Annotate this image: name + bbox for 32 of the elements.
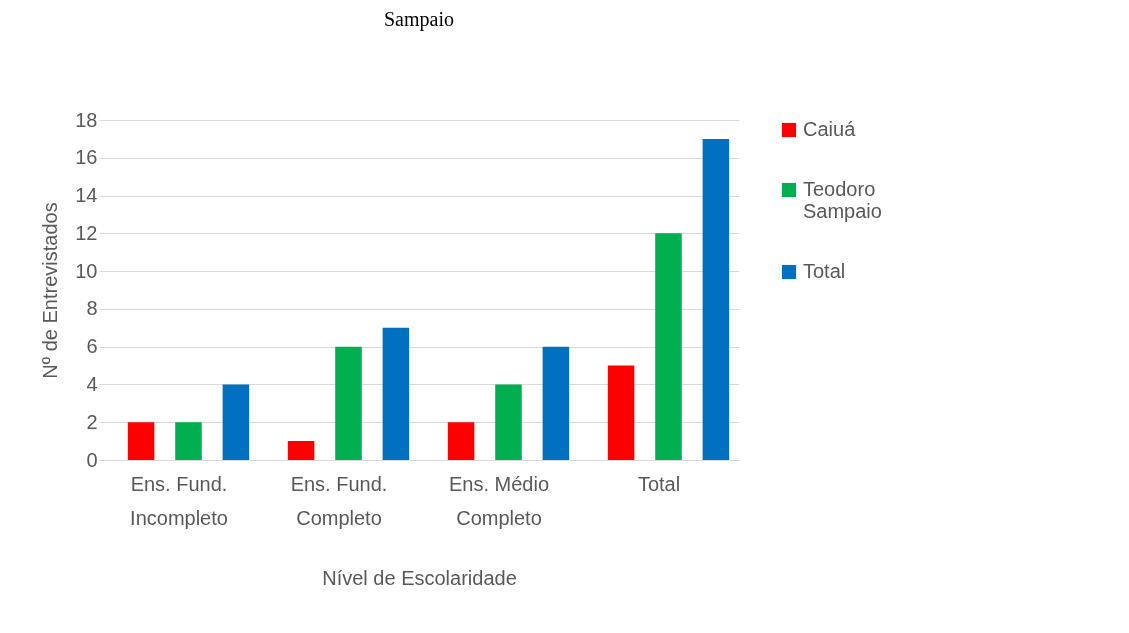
- bar: [447, 422, 475, 460]
- y-tick-label: 16: [75, 146, 98, 169]
- y-tick-label: 6: [86, 335, 98, 358]
- chart-title: Sampaio: [384, 8, 454, 31]
- y-tick-label: 10: [75, 259, 98, 282]
- x-tick-label: Ens. Médio Completo: [448, 472, 550, 529]
- bar: [607, 365, 635, 460]
- bar: [127, 422, 155, 460]
- bar: [175, 422, 202, 460]
- y-axis-title: Nº de Entrevistados: [39, 202, 62, 379]
- bar: [655, 233, 682, 460]
- y-tick-label: 0: [86, 448, 98, 471]
- bar: [222, 384, 250, 460]
- y-tick-label: 4: [86, 372, 98, 395]
- y-tick-label: 14: [75, 184, 98, 207]
- bar: [335, 346, 362, 460]
- legend-label: Total: [803, 260, 846, 282]
- bar: [287, 441, 315, 460]
- y-tick-label: 8: [86, 297, 98, 320]
- bar: [542, 346, 570, 460]
- y-tick-label: 18: [75, 108, 98, 131]
- bar: [702, 138, 730, 460]
- bar: [382, 327, 410, 460]
- x-tick-label: Ens. Fund. Incompleto: [130, 472, 228, 529]
- y-tick-label: 2: [86, 410, 98, 433]
- x-axis-title: Nível de Escolaridade: [322, 566, 517, 589]
- x-tick-label: Ens. Fund. Completo: [290, 472, 388, 529]
- legend-label: Caiuá: [803, 118, 857, 140]
- x-tick-label: Total: [637, 472, 681, 495]
- bar: [495, 384, 522, 460]
- y-tick-label: 12: [75, 221, 98, 244]
- legend-label: Teodoro Sampaio: [803, 178, 882, 222]
